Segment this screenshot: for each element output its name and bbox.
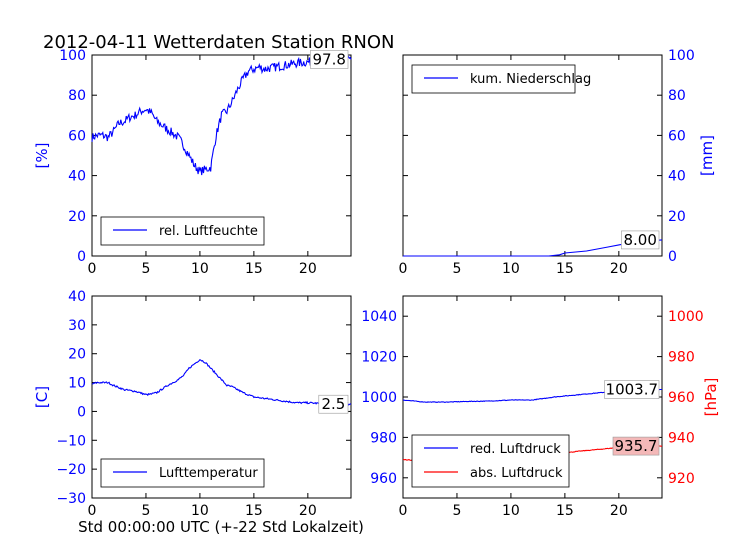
legend-label: rel. Luftfeuchte <box>159 224 258 239</box>
x-tick-label: 5 <box>452 261 461 277</box>
y-tick-label: 80 <box>668 88 686 104</box>
legend-box <box>411 64 576 94</box>
y-tick-label: −30 <box>56 491 86 507</box>
y-tick-right-label: 980 <box>668 350 695 366</box>
x-tick-label: 15 <box>245 261 263 277</box>
y-tick-label: 960 <box>370 471 397 487</box>
x-tick-label: 15 <box>556 261 574 277</box>
y-tick-label: 40 <box>668 169 686 185</box>
legend-box <box>100 216 265 246</box>
x-tick-label: 0 <box>399 261 408 277</box>
y-tick-label: 30 <box>68 318 86 334</box>
x-tick-label: 0 <box>88 503 97 519</box>
y-tick-label: 20 <box>68 347 86 363</box>
series-line-1 <box>91 54 352 176</box>
value-label: 97.8 <box>312 50 345 68</box>
y-axis-right-label: [hPa] <box>702 378 720 417</box>
x-tick-label: 20 <box>299 503 317 519</box>
y-tick-label: 1040 <box>361 309 397 325</box>
x-tick-label: 10 <box>191 261 209 277</box>
chart-pressure: 0 5 10 15 20 960 980 1000 1020 1040 920 940 960 980 10… <box>361 295 720 519</box>
value-label: 8.00 <box>623 231 656 249</box>
y-axis-label: [mm] <box>698 135 716 176</box>
x-tick-label: 0 <box>88 261 97 277</box>
y-tick-label: 1000 <box>361 390 397 406</box>
legend-label: abs. Luftdruck <box>470 466 563 481</box>
x-tick-label: 5 <box>141 503 150 519</box>
x-tick-label: 5 <box>452 503 461 519</box>
value-label-box <box>604 380 660 399</box>
y-tick-label: −10 <box>56 433 86 449</box>
x-tick-label: 5 <box>141 261 150 277</box>
chart-humidity: 0 5 10 15 20 0 20 40 60 80 100 [%] 97.8 rel. Luftfeuc… <box>33 48 352 277</box>
y-tick-right-label: 940 <box>668 430 695 446</box>
value-label: 1003.7 <box>606 381 659 399</box>
x-tick-label: 15 <box>245 503 263 519</box>
chart-precipitation: 0 5 10 15 20 0 20 40 60 80 100 [mm] 8.00 kum. Nieders… <box>399 48 716 277</box>
y-tick-label: 100 <box>668 48 695 64</box>
y-tick-label: 0 <box>77 249 86 265</box>
y-tick-label: 60 <box>68 128 86 144</box>
x-tick-label: 20 <box>610 261 628 277</box>
y-tick-label: 980 <box>370 430 397 446</box>
legend-box <box>100 458 265 488</box>
x-tick-label: 10 <box>191 503 209 519</box>
y-axis-label: [%] <box>33 143 51 169</box>
y-tick-label: 0 <box>668 249 677 265</box>
x-tick-label: 0 <box>399 503 408 519</box>
value-label-box <box>621 230 660 250</box>
y-tick-label: 0 <box>77 404 86 420</box>
y-tick-label: 1020 <box>361 350 397 366</box>
y-tick-right-label: 920 <box>668 471 695 487</box>
series-line-1 <box>91 358 352 406</box>
x-tick-label: 10 <box>502 261 520 277</box>
value-label: 2.5 <box>321 395 345 413</box>
value-label-box <box>310 50 349 69</box>
legend-box <box>411 434 570 488</box>
y-tick-label: 100 <box>59 48 86 64</box>
value-label-box <box>318 394 349 414</box>
legend-label: Lufttemperatur <box>159 466 258 481</box>
y-tick-label: 40 <box>68 289 86 305</box>
y-tick-label: 40 <box>68 169 86 185</box>
y-tick-right-label: 960 <box>668 390 695 406</box>
x-axis-label: Std 00:00:00 UTC (+-22 Std Lokalzeit) <box>78 518 364 536</box>
value-label-2: 935.7 <box>615 437 658 455</box>
y-axis-label: [C] <box>33 386 51 408</box>
legend-label: red. Luftdruck <box>470 442 561 457</box>
legend-label: kum. Niederschlag <box>470 72 591 87</box>
chart-temperature: 0 5 10 15 20 −30 −20 −10 0 10 20 30 40 [C] 2.5 Lufttemp… <box>33 289 352 519</box>
x-tick-label: 20 <box>610 503 628 519</box>
x-tick-label: 10 <box>502 503 520 519</box>
y-tick-label: 10 <box>68 376 86 392</box>
y-tick-label: 20 <box>668 209 686 225</box>
value-label-2-box <box>612 436 660 456</box>
axes-frame <box>91 295 352 499</box>
y-tick-label: 60 <box>668 128 686 144</box>
y-tick-label: −20 <box>56 462 86 478</box>
y-tick-label: 20 <box>68 209 86 225</box>
y-tick-right-label: 1000 <box>668 309 704 325</box>
figure-title: 2012-04-11 Wetterdaten Station RNON <box>43 32 394 53</box>
axes-frame <box>91 54 352 257</box>
y-tick-label: 80 <box>68 88 86 104</box>
x-tick-label: 15 <box>556 503 574 519</box>
x-tick-label: 20 <box>299 261 317 277</box>
